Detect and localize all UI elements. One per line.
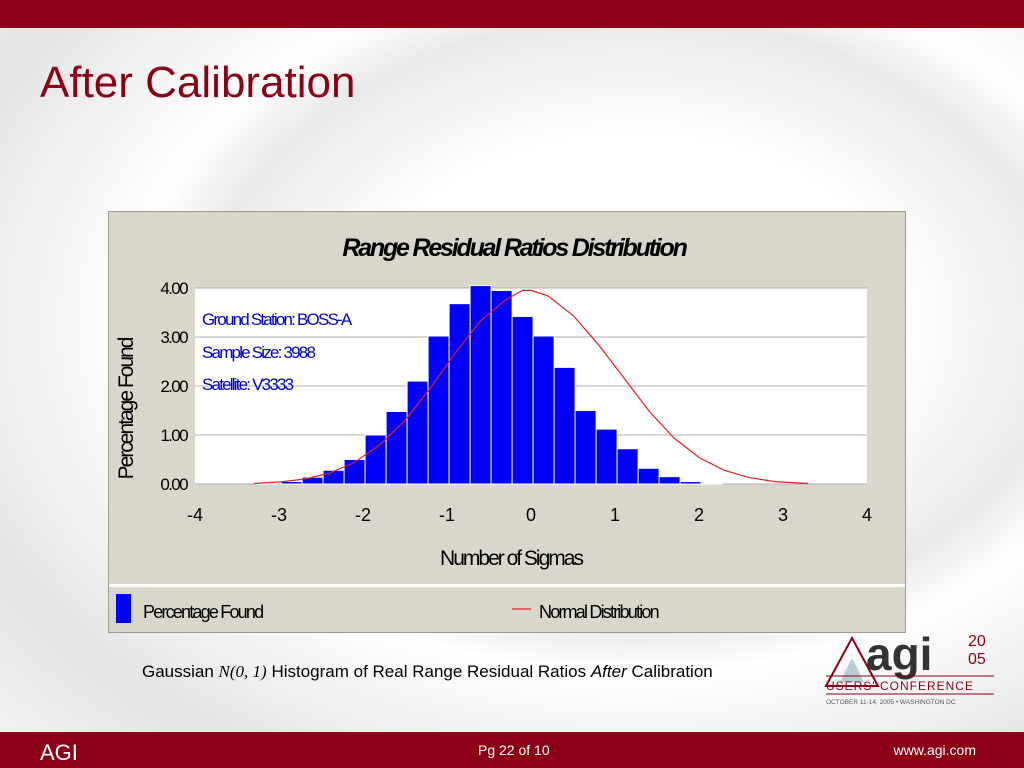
y-axis-label: Percentage Found <box>115 337 138 479</box>
histogram-bar <box>637 467 660 485</box>
y-tick-label: 1.00 <box>160 426 188 445</box>
annotation-ground-station: Ground Station: BOSS-A <box>202 310 353 329</box>
y-tick-label: 0.00 <box>160 475 188 494</box>
page-number: Pg 22 of 10 <box>478 742 550 758</box>
legend-label-percentage: Percentage Found <box>143 602 263 622</box>
histogram-bar <box>595 428 618 485</box>
histogram-bar <box>322 469 345 485</box>
histogram-bar <box>448 303 471 485</box>
legend-bar-swatch <box>116 594 131 623</box>
x-tick-label: 3 <box>778 505 788 525</box>
x-tick-label: 2 <box>694 505 704 525</box>
logo-triangle <box>824 635 880 687</box>
x-axis-label: Number of Sigmas <box>440 547 583 570</box>
logo-event: USERS' CONFERENCE <box>826 679 974 693</box>
caption-math: N(0, 1) <box>218 662 267 681</box>
y-tick-label: 3.00 <box>160 328 188 347</box>
caption-prefix: Gaussian <box>142 662 219 681</box>
histogram-bar <box>574 410 597 485</box>
annotation-sample-size: Sample Size: 3988 <box>202 343 315 362</box>
histogram-bar <box>553 366 576 485</box>
histogram-chart: 0.00 1.00 2.00 3.00 4.00 -4 -3 -2 -1 0 1 2 3 4 Range … <box>115 234 872 623</box>
x-tick-label: -2 <box>355 505 371 525</box>
histogram-bar <box>406 380 429 485</box>
y-tick-label: 4.00 <box>160 279 188 298</box>
logo-year-bottom: 05 <box>968 651 986 668</box>
footer-link[interactable]: www.agi.com <box>893 742 976 758</box>
legend-separator <box>109 584 905 587</box>
caption-emphasis: After <box>590 662 627 681</box>
normal-curve <box>253 289 809 485</box>
y-tick-label: 2.00 <box>160 377 188 396</box>
top-banner <box>0 0 1024 28</box>
legend-label-normal: Normal Distribution <box>539 602 659 622</box>
agi-conference-logo: agi 20 05 USERS' CONFERENCE OCTOBER 11-1… <box>824 628 994 706</box>
histogram-bar <box>490 289 513 485</box>
histogram-bar <box>616 448 639 485</box>
caption-middle: Histogram of Real Range Residual Ratios <box>266 662 591 681</box>
bottom-banner: AGI Pg 22 of 10 www.agi.com <box>0 732 1024 768</box>
x-tick-label: 0 <box>526 505 536 525</box>
x-tick-label: -1 <box>439 505 455 525</box>
histogram-bar <box>343 459 366 485</box>
caption-suffix: Calibration <box>626 662 713 681</box>
annotation-satellite: Satellite: V3333 <box>202 375 294 394</box>
slide-title: After Calibration <box>40 58 356 107</box>
histogram-bar <box>427 335 450 485</box>
histogram-bar <box>385 410 408 485</box>
footer-brand: AGI <box>40 740 78 765</box>
histogram-bar <box>658 476 681 485</box>
logo-brand: agi <box>866 628 932 680</box>
logo-dates: OCTOBER 11-14, 2005 • WASHINGTON DC <box>826 699 956 706</box>
slide-caption: Gaussian N(0, 1) Histogram of Real Range… <box>142 662 713 682</box>
histogram-bar <box>679 481 702 485</box>
histogram-bar <box>301 476 324 485</box>
chart-title: Range Residual Ratios Distribution <box>342 234 687 262</box>
x-tick-label: 4 <box>862 505 872 525</box>
histogram-bar <box>532 335 555 485</box>
x-tick-label: -3 <box>271 505 287 525</box>
chart-panel: 0.00 1.00 2.00 3.00 4.00 -4 -3 -2 -1 0 1 2 3 4 Range … <box>108 211 906 633</box>
histogram-bar <box>700 482 723 485</box>
x-tick-label: -4 <box>187 505 203 525</box>
x-tick-label: 1 <box>610 505 620 525</box>
logo-year-top: 20 <box>968 633 986 650</box>
histogram-bar <box>511 315 534 485</box>
